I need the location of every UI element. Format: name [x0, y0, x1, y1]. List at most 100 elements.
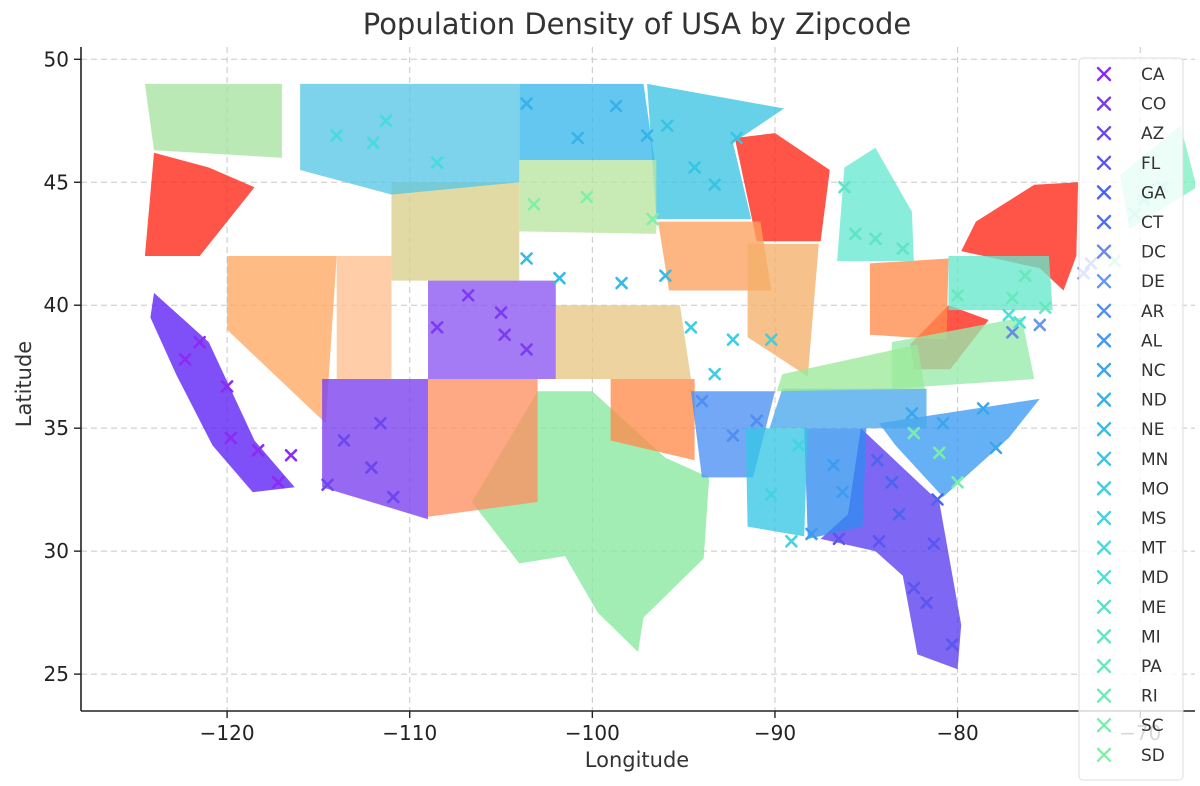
density-region [227, 256, 337, 424]
data-point-mt [379, 114, 393, 128]
data-point-pa [951, 289, 964, 302]
data-point-ar [695, 394, 709, 408]
data-point-ar [726, 429, 740, 442]
data-point-sc [933, 446, 946, 460]
x-tick-label: −90 [754, 721, 796, 745]
data-point-sd [580, 190, 594, 204]
legend-label: RI [1141, 687, 1158, 707]
legend-label: MO [1141, 479, 1169, 499]
legend-label: AL [1141, 331, 1163, 351]
data-point-mt [366, 136, 380, 150]
data-point-sd [646, 212, 659, 226]
density-region [948, 256, 1053, 311]
legend-label: MN [1141, 450, 1168, 470]
data-point-co [461, 289, 475, 302]
y-tick-label: 30 [44, 539, 69, 563]
data-point-al [805, 527, 818, 541]
legend-item-ca: CA [1096, 65, 1165, 85]
density-region [769, 388, 927, 429]
density-region [336, 256, 392, 379]
data-point-co [520, 343, 533, 356]
data-point-co [498, 328, 511, 342]
data-point-dc [1006, 325, 1019, 339]
data-point-mt [430, 156, 444, 169]
data-point-nc [989, 441, 1003, 455]
data-point-mn [660, 119, 674, 132]
data-point-ms [792, 439, 806, 452]
legend-label: FL [1141, 154, 1161, 174]
density-region [747, 243, 819, 377]
data-point-ar [750, 414, 764, 428]
data-point-mn [730, 131, 743, 145]
data-point-az [321, 478, 334, 492]
legend-item-al: AL [1096, 331, 1163, 351]
legend-label: DC [1141, 243, 1166, 263]
data-point-ga [870, 453, 884, 467]
legend-item-mi: MI [1096, 627, 1161, 647]
y-axis-ticks: 25 30 35 40 45 50 [44, 47, 81, 686]
legend-label: DE [1141, 272, 1165, 292]
legend-box [1078, 57, 1184, 781]
legend-item-co: CO [1096, 95, 1166, 115]
legend-item-me: ME [1096, 598, 1166, 618]
data-point-az [337, 434, 351, 447]
legend-label: NC [1141, 361, 1166, 381]
data-point-mo [726, 333, 740, 346]
legend-label: MI [1141, 627, 1161, 647]
density-region [891, 317, 1035, 389]
density-region [610, 379, 695, 461]
y-tick-label: 45 [44, 170, 69, 194]
data-point-md [1013, 316, 1026, 329]
data-point-ms [785, 535, 798, 548]
legend-item-mn: MN [1096, 450, 1168, 470]
legend-item-az: AZ [1096, 124, 1164, 144]
data-point-mo [765, 333, 778, 346]
legend-item-mo: MO [1096, 479, 1169, 499]
legend-item-nd: ND [1096, 391, 1167, 411]
density-region [804, 428, 867, 539]
legend: CA CO AZ FL GA CT DC DE AR AL NC ND NE MN MO MS MT MD ME MI… [1078, 57, 1184, 781]
data-point-ga [892, 507, 906, 521]
x-tick-label: −120 [200, 721, 255, 745]
data-point-pa [1038, 301, 1052, 314]
data-point-ca [193, 335, 207, 349]
data-point-mn [688, 161, 701, 174]
y-tick-label: 35 [44, 416, 69, 440]
legend-label: CA [1141, 65, 1165, 85]
data-points [178, 97, 1169, 651]
data-point-mt [330, 129, 343, 142]
chart-title: Population Density of USA by Zipcode [363, 7, 912, 41]
legend-label: GA [1141, 183, 1166, 203]
legend-label: ME [1141, 598, 1166, 618]
data-point-co [494, 306, 508, 319]
legend-label: NE [1141, 420, 1164, 440]
legend-label: MS [1141, 509, 1166, 529]
x-tick-label: −100 [565, 721, 620, 745]
y-tick-label: 40 [44, 293, 69, 317]
legend-item-ne: NE [1096, 420, 1164, 440]
data-point-pa [1006, 291, 1019, 305]
legend-label: MT [1141, 539, 1167, 559]
data-point-ga [931, 493, 944, 506]
density-region [519, 83, 655, 161]
legend-item-sc: SC [1096, 716, 1164, 736]
legend-item-ri: RI [1096, 687, 1158, 707]
density-region [555, 305, 691, 379]
data-point-ne [615, 276, 628, 290]
legend-label: CO [1141, 95, 1166, 115]
density-region [144, 83, 282, 158]
legend-item-ga: GA [1096, 183, 1166, 203]
data-point-ca [220, 380, 234, 393]
legend-item-de: DE [1096, 272, 1165, 292]
density-region [391, 182, 520, 281]
legend-label: AR [1141, 302, 1165, 322]
data-point-nd [640, 129, 654, 142]
x-axis-label: Longitude [585, 748, 689, 772]
data-point-al [836, 485, 849, 499]
legend-item-mt: MT [1096, 539, 1167, 559]
density-region [144, 152, 255, 256]
data-point-ca [251, 444, 265, 457]
legend-item-dc: DC [1096, 243, 1166, 263]
density-region [776, 344, 925, 392]
